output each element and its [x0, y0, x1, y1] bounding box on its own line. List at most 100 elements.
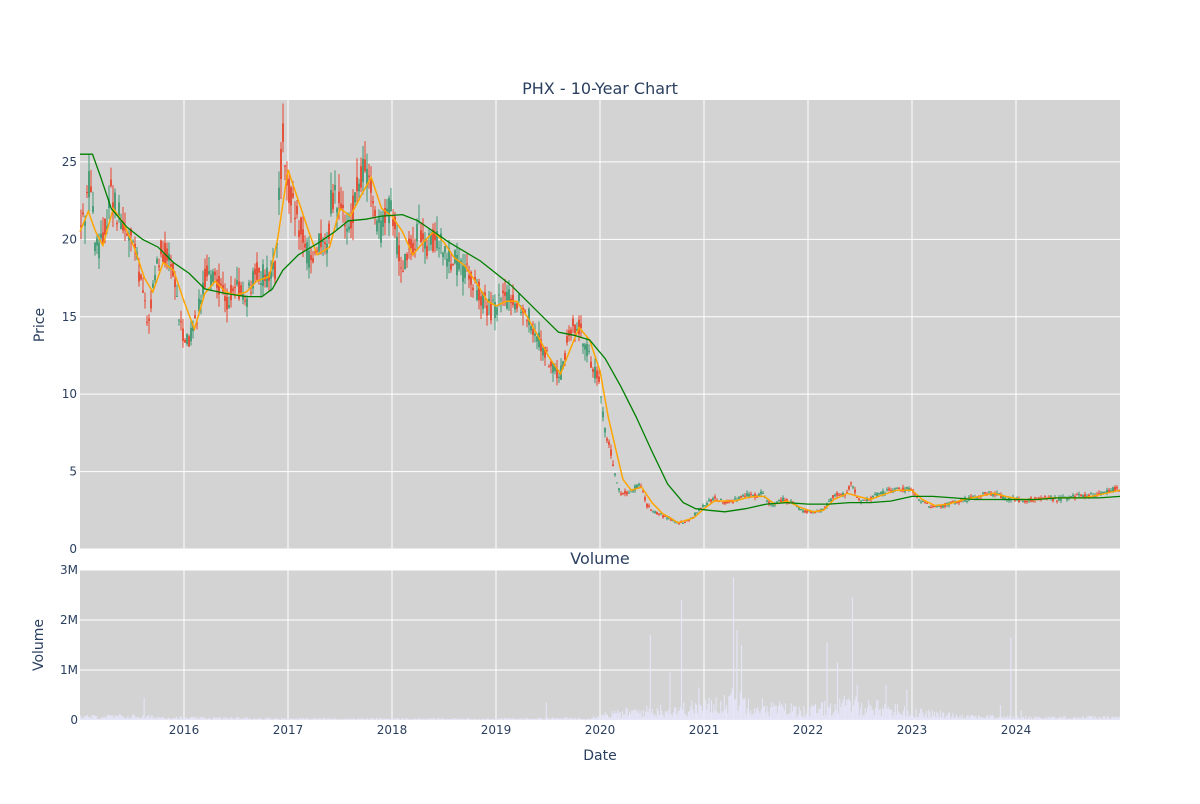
volume-bar: [82, 718, 83, 720]
volume-bar: [93, 715, 94, 720]
volume-bar: [680, 707, 681, 720]
volume-bar: [593, 716, 594, 720]
candle-body: [612, 464, 614, 466]
volume-bar: [1107, 716, 1108, 720]
volume-bar: [1057, 718, 1058, 720]
volume-bar: [691, 701, 692, 720]
volume-bar: [880, 709, 881, 720]
volume-bar: [348, 718, 349, 720]
candle-body: [802, 511, 804, 512]
candle-body: [878, 493, 880, 494]
candle-body: [928, 506, 930, 507]
volume-bar: [654, 714, 655, 720]
candle-body: [420, 230, 422, 242]
candle-body: [456, 255, 458, 275]
candle-body: [854, 490, 856, 493]
volume-bar: [369, 718, 370, 720]
volume-bar: [668, 710, 669, 720]
candle-body: [548, 366, 550, 367]
volume-bar: [956, 715, 957, 720]
volume-bar: [613, 714, 614, 720]
volume-bar: [237, 717, 238, 720]
volume-bar: [156, 717, 157, 720]
volume-bar: [274, 718, 275, 720]
candle-body: [1076, 494, 1078, 495]
volume-bar: [557, 718, 558, 720]
candle-body: [354, 192, 356, 202]
volume-bar: [978, 715, 979, 720]
candle-body: [766, 501, 768, 502]
volume-bar: [219, 717, 220, 720]
candle-body: [574, 325, 576, 333]
volume-bar: [667, 713, 668, 720]
volume-bar: [904, 706, 905, 720]
candle-body: [518, 294, 520, 301]
volume-bar: [133, 714, 134, 720]
volume-bar: [1058, 718, 1059, 720]
volume-bar: [688, 712, 689, 720]
volume-bar: [1028, 718, 1029, 720]
volume-bar: [317, 719, 318, 720]
volume-bar: [339, 719, 340, 720]
candle-body: [254, 269, 256, 275]
candle-body: [708, 500, 710, 501]
candle-body: [858, 498, 860, 499]
volume-bar: [1032, 719, 1033, 720]
volume-bar: [438, 718, 439, 720]
volume-bar: [1066, 719, 1067, 720]
volume-bar: [230, 717, 231, 720]
volume-bar: [459, 719, 460, 720]
candle-body: [872, 496, 874, 497]
candle-body: [468, 275, 470, 279]
volume-bar: [264, 719, 265, 720]
volume-bar: [508, 719, 509, 720]
candle-body: [298, 230, 300, 237]
volume-bar: [981, 717, 982, 720]
volume-bar: [479, 719, 480, 720]
volume-bar: [818, 709, 819, 720]
volume-bar: [898, 712, 899, 720]
volume-bar: [295, 719, 296, 720]
volume-y-axis-label: Volume: [31, 619, 47, 671]
volume-bar: [144, 698, 145, 721]
volume-bar: [1052, 717, 1053, 720]
volume-bar: [510, 718, 511, 720]
candle-body: [1098, 493, 1100, 494]
volume-bar: [267, 718, 268, 720]
volume-bar: [891, 710, 892, 720]
volume-bar: [312, 719, 313, 720]
volume-bar: [931, 717, 932, 720]
volume-bar: [169, 718, 170, 720]
volume-bar: [733, 578, 734, 721]
volume-bar: [238, 717, 239, 720]
candle-body: [382, 216, 384, 227]
volume-bar: [539, 718, 540, 720]
volume-bar: [883, 709, 884, 720]
volume-bar: [816, 713, 817, 720]
volume-bar: [719, 714, 720, 720]
candle-body: [850, 483, 852, 484]
volume-bar: [201, 717, 202, 720]
volume-bar: [831, 716, 832, 720]
volume-bar: [638, 710, 639, 720]
volume-bar: [160, 718, 161, 720]
volume-bar: [236, 717, 237, 720]
volume-bar: [1077, 717, 1078, 720]
candle-body: [920, 502, 922, 503]
volume-bar: [644, 717, 645, 720]
candle-body: [346, 229, 348, 232]
volume-bar: [228, 719, 229, 720]
volume-bar: [350, 718, 351, 720]
volume-bar: [103, 717, 104, 720]
price-y-tick-label: 5: [69, 465, 77, 479]
volume-bar: [721, 713, 722, 720]
volume-bar: [475, 719, 476, 720]
volume-bar: [760, 713, 761, 720]
volume-bar: [1074, 717, 1075, 720]
candle-body: [274, 261, 276, 279]
volume-bar: [823, 716, 824, 720]
volume-bar: [270, 718, 271, 720]
candle-body: [678, 523, 680, 524]
volume-bar: [393, 719, 394, 720]
volume-bar: [983, 718, 984, 720]
